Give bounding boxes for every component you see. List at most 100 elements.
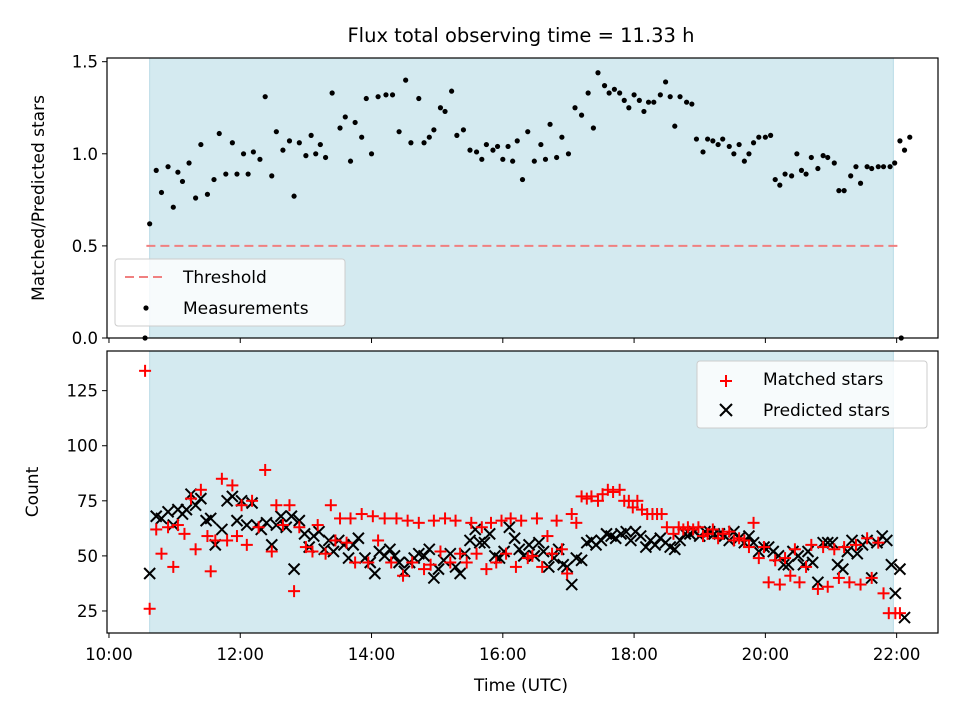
matched-star-marker (769, 554, 782, 567)
measurement-point (907, 134, 913, 140)
predicted-star-marker-b (473, 536, 487, 549)
measurement-point (170, 204, 176, 210)
matched-star-marker (362, 556, 375, 569)
matched-star-marker (235, 499, 248, 512)
predicted-star-marker-b (240, 518, 254, 532)
count-panel: 25 50 75 100 125 10:00 12:00 14:00 16:00 18:00 20… (23, 350, 939, 696)
x-tick-label: 22:00 (873, 645, 921, 664)
predicted-star-marker-b (503, 521, 516, 534)
matched-star-marker (773, 578, 786, 591)
matched-star-marker (171, 519, 184, 532)
measurement-point (611, 86, 617, 92)
measurement-point (165, 164, 171, 170)
count-legend-box (696, 360, 928, 429)
predicted-star-marker-b (508, 532, 521, 545)
measurement-point (626, 105, 632, 111)
matched-star-marker (215, 472, 228, 485)
legend-predicted-swatch (719, 403, 733, 417)
measurement-point (621, 97, 627, 103)
predicted-star-marker (542, 560, 555, 574)
matched-star-marker (226, 479, 239, 492)
measurement-point (525, 129, 531, 135)
measurement-point (880, 164, 887, 170)
matched-star-marker (607, 486, 620, 498)
predicted-star-marker (194, 492, 208, 505)
predicted-star-marker-b (226, 490, 239, 503)
matched-star-marker (480, 563, 493, 576)
matched-star-marker (270, 499, 283, 512)
matched-star-marker (805, 538, 818, 551)
predicted-star-marker (322, 534, 336, 547)
measurement-point (479, 156, 485, 162)
predicted-star-marker (423, 543, 436, 556)
predicted-star-marker-b (851, 547, 864, 560)
matched-star-marker (811, 582, 824, 595)
predicted-star-marker-b (392, 556, 406, 569)
matched-star-marker (509, 560, 522, 573)
measurement-point (198, 141, 204, 148)
matched-star-marker (758, 541, 771, 554)
predicted-star-marker (620, 525, 633, 538)
ratio-panel: 0.0 0.5 1.0 1.5 Matched/Predicted stars Thr… (29, 53, 939, 348)
measurement-point (731, 151, 737, 157)
measurement-point (710, 138, 716, 144)
matched-star-marker (692, 521, 705, 534)
matched-star-marker (324, 499, 337, 512)
predicted-star-marker-b (620, 525, 633, 538)
measurement-point (756, 134, 762, 140)
measurement-point (179, 178, 186, 185)
predicted-star-marker-b (556, 558, 570, 571)
measurement-point (857, 180, 864, 186)
measurement-point (359, 134, 365, 140)
legend-threshold-label: Threshold (182, 268, 267, 288)
predicted-star-marker-b (194, 492, 208, 505)
measurement-point (280, 147, 286, 153)
measurement-point (158, 189, 165, 196)
matched-star-marker (832, 571, 845, 584)
matched-star-marker (288, 585, 301, 598)
x-axis-label: Time (UTC) (473, 676, 568, 696)
matched-star-marker (687, 523, 700, 536)
y-tick-label: 0.0 (72, 329, 98, 348)
measurement-point (449, 88, 455, 94)
measurement-point (531, 158, 537, 164)
matched-star-marker (209, 534, 222, 547)
predicted-star-marker-b (215, 523, 229, 536)
measurement-point (808, 154, 814, 161)
measurement-point (590, 125, 596, 131)
predicted-star-marker-b (368, 567, 382, 580)
predicted-star-marker-b (893, 562, 907, 576)
measurement-point (768, 132, 774, 138)
predicted-star-marker-b (898, 611, 911, 624)
measurement-point (329, 90, 335, 96)
measurement-point (223, 171, 229, 177)
measurement-point (794, 151, 800, 157)
predicted-star-marker (352, 532, 365, 545)
matched-star-marker (490, 556, 503, 569)
predicted-star-marker-b (161, 505, 175, 519)
matched-star-marker (727, 534, 740, 547)
y-tick-label: 0.5 (72, 237, 98, 256)
measurement-point (147, 221, 153, 227)
measurement-point (368, 151, 375, 157)
predicted-star-marker (463, 534, 477, 547)
measurement-point (308, 132, 314, 138)
predicted-star-marker (634, 529, 647, 543)
matched-star-marker (385, 556, 398, 569)
predicted-star-marker (508, 532, 521, 545)
measurement-point (313, 151, 319, 157)
measurement-point (700, 149, 706, 155)
matched-star-marker (706, 523, 719, 536)
measurement-point (559, 134, 565, 140)
matched-star-marker (449, 514, 462, 527)
measurement-point (291, 193, 297, 199)
matched-star-marker (570, 516, 583, 529)
matched-star-marker (246, 494, 259, 507)
measurement-point (815, 165, 821, 172)
predicted-star-marker (513, 543, 526, 556)
predicted-star-marker-b (497, 545, 511, 558)
matched-star-marker (817, 541, 830, 554)
measurement-point (636, 97, 642, 103)
matched-star-marker (861, 532, 874, 545)
predicted-star-marker (880, 534, 894, 547)
